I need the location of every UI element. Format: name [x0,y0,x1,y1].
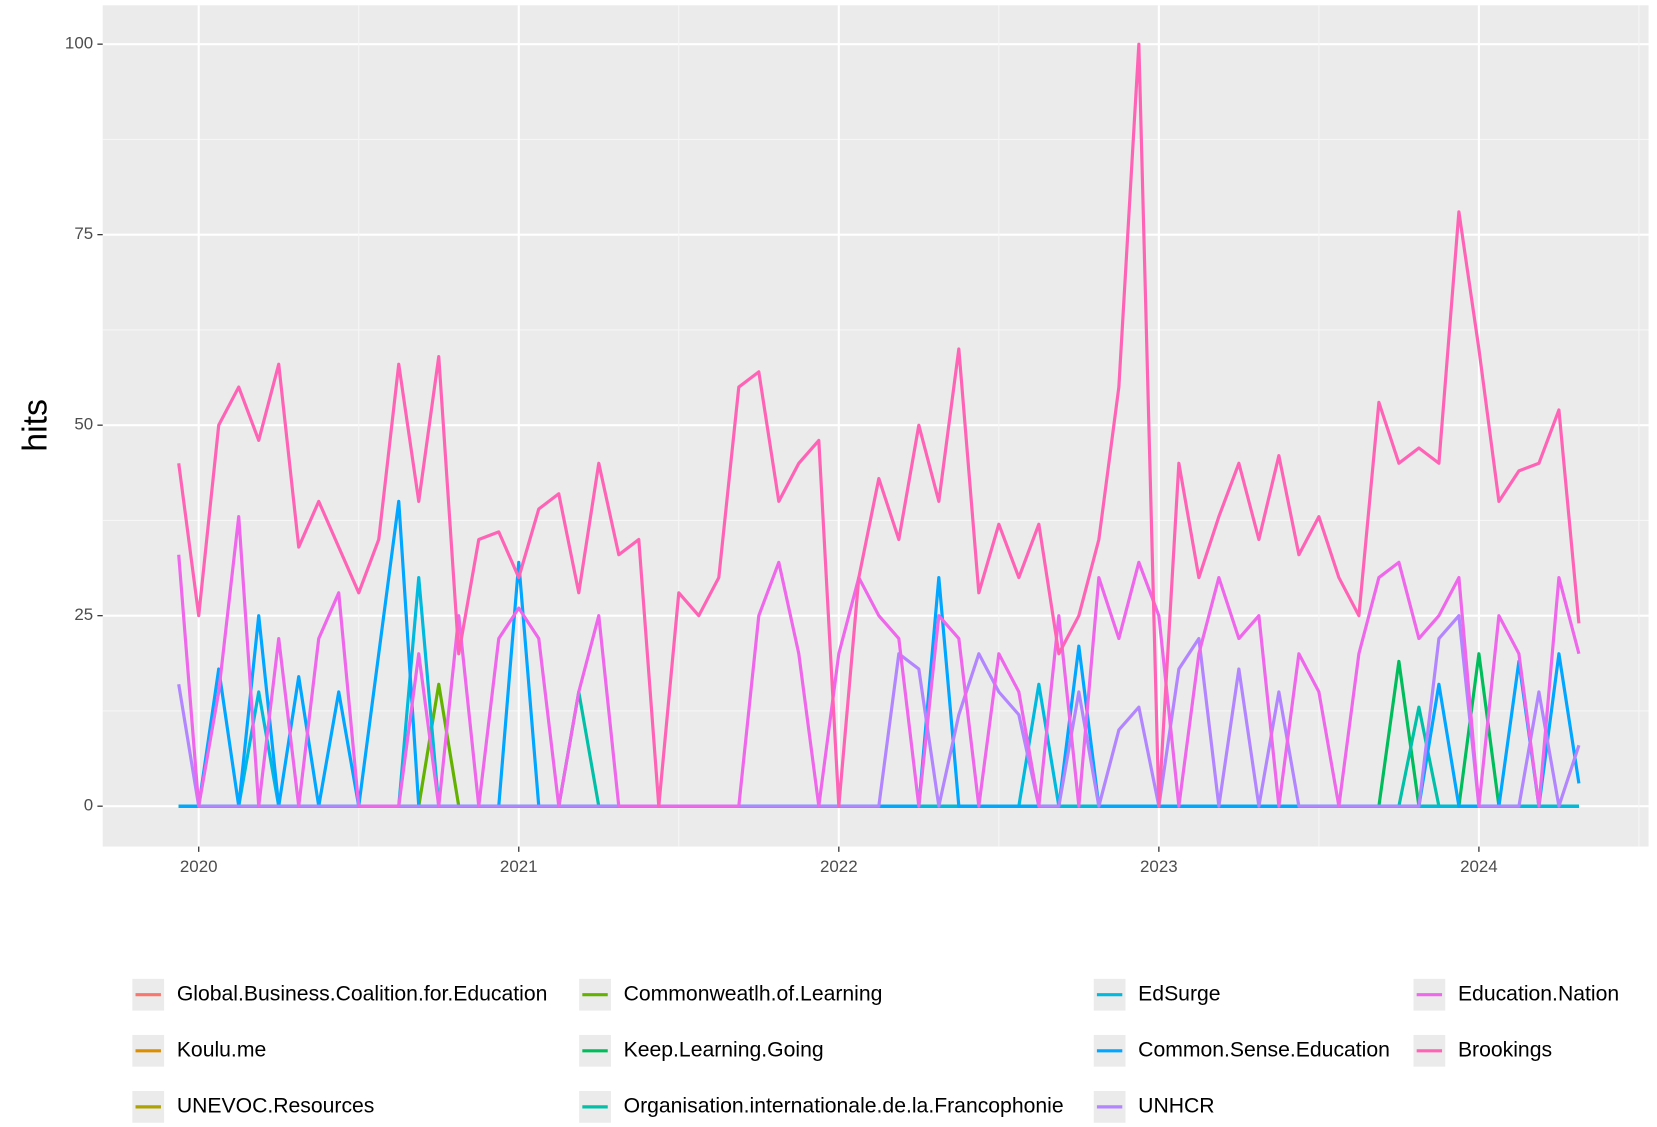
legend-label: Global.Business.Coalition.for.Education [177,982,548,1005]
legend: Global.Business.Coalition.for.Education K… [132,978,1619,1123]
y-tick-label: 0 [84,796,93,815]
series-line [177,515,1581,808]
series-line [177,614,1581,808]
y-tick-label: 75 [74,224,93,243]
lines [177,42,1581,808]
y-tick-label: 25 [74,605,93,624]
legend-label: Education.Nation [1458,982,1619,1005]
x-tick-label: 2020 [180,857,218,876]
legend-label: Common.Sense.Education [1138,1038,1390,1061]
legend-label: Koulu.me [177,1038,266,1061]
y-axis-label: hits [17,399,55,452]
x-tick-label: 2024 [1460,857,1498,876]
y-tick-label: 50 [74,415,93,434]
x-tick-label: 2023 [1140,857,1178,876]
y-tick-label: 100 [65,34,93,53]
legend-label: Keep.Learning.Going [624,1038,824,1061]
legend-label: Brookings [1458,1038,1552,1061]
legend-label: Commonweatlh.of.Learning [624,982,883,1005]
legend-label: UNHCR [1138,1094,1214,1117]
x-tick-label: 2022 [820,857,858,876]
axes: 0 25 50 75 100 2020 2021 2022 2023 2024 [65,34,1498,877]
x-tick-label: 2021 [500,857,538,876]
legend-label: UNEVOC.Resources [177,1094,375,1117]
series-line [177,42,1581,808]
legend-label: EdSurge [1138,982,1220,1005]
legend-label: Organisation.internationale.de.la.Franco… [624,1094,1064,1117]
grid [102,5,1649,847]
